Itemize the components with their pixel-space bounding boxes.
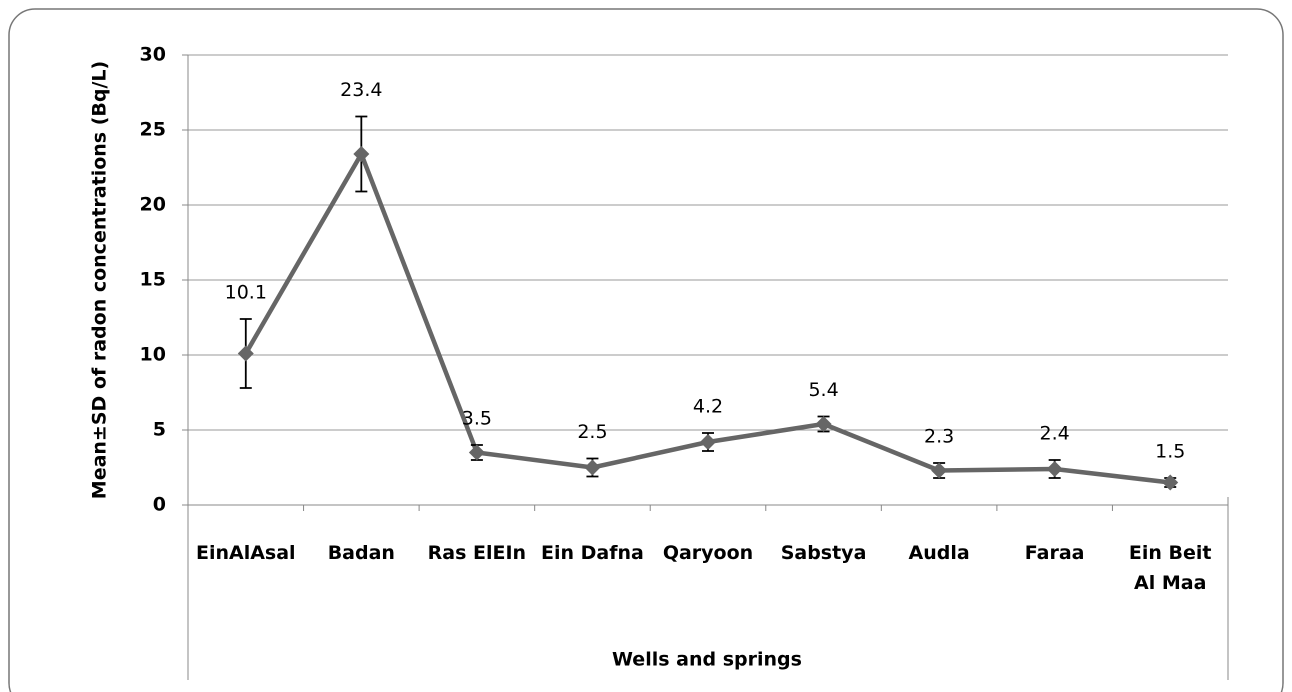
y-tick-label: 20 <box>140 194 166 216</box>
data-label: 3.5 <box>462 408 492 430</box>
x-tick-label: Badan <box>327 542 395 564</box>
x-axis-title: Wells and springs <box>612 649 802 671</box>
x-tick-label: Audla <box>908 542 970 564</box>
x-tick-label: Sabstya <box>780 542 867 564</box>
marker <box>468 444 485 461</box>
marker <box>353 146 370 162</box>
y-tick-label: 5 <box>153 419 166 441</box>
x-tick-label: Ein Beit Al Maa <box>1128 542 1212 594</box>
marker <box>237 345 254 362</box>
data-label: 10.1 <box>225 282 267 304</box>
x-tick-label: Faraa <box>1024 542 1085 564</box>
data-label: 23.4 <box>340 79 382 101</box>
y-tick-label: 25 <box>140 119 166 141</box>
marker <box>815 416 832 432</box>
x-tick-label: Ein Dafna <box>541 542 644 564</box>
data-label: 2.4 <box>1040 423 1070 445</box>
data-label: 1.5 <box>1155 441 1185 463</box>
x-tick-label: Ras ElEIn <box>427 542 527 564</box>
y-axis-title: Mean±SD of radon concentrations (Bq/L) <box>89 61 111 499</box>
x-tick-label: EinAlAsal <box>195 542 296 564</box>
y-tick-label: 0 <box>153 494 166 516</box>
marker <box>1162 474 1179 491</box>
y-tick-label: 10 <box>140 344 166 366</box>
data-label: 4.2 <box>693 396 723 418</box>
marker <box>700 434 716 450</box>
y-tick-label: 15 <box>140 269 166 291</box>
marker <box>931 462 948 479</box>
data-label: 2.5 <box>577 421 607 443</box>
x-tick-label: Qaryoon <box>662 542 754 564</box>
data-label: 5.4 <box>808 379 838 401</box>
y-tick-label: 30 <box>140 44 166 66</box>
marker <box>1046 461 1063 477</box>
chart-frame <box>8 8 1284 692</box>
data-label: 2.3 <box>924 426 954 448</box>
marker <box>584 459 601 476</box>
